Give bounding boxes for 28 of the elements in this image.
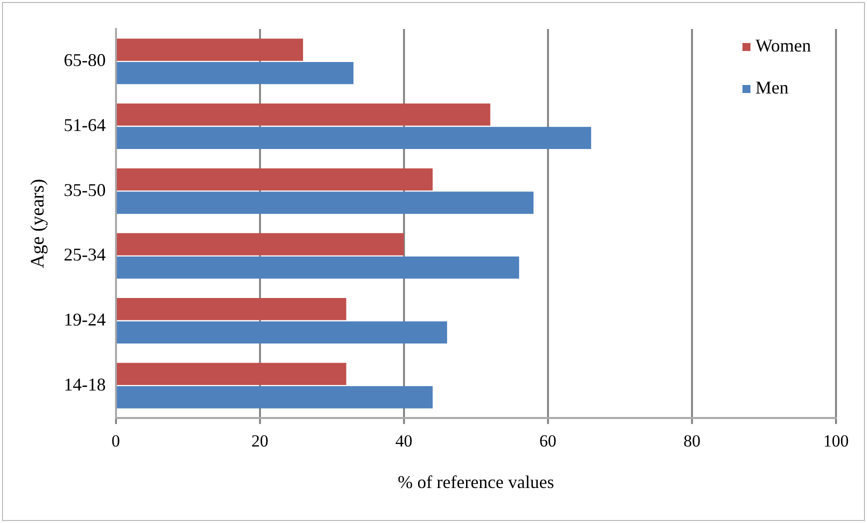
bar xyxy=(116,62,354,84)
x-tick-label: 100 xyxy=(823,432,849,451)
legend-label: Men xyxy=(755,78,788,98)
bar xyxy=(116,256,520,279)
bar xyxy=(116,192,534,214)
y-tick-label: 35-50 xyxy=(64,180,106,200)
bar xyxy=(116,103,490,126)
y-tick-label: 25-34 xyxy=(64,244,106,265)
x-tick-label: 20 xyxy=(251,432,268,451)
y-tick-label: 19-24 xyxy=(64,309,106,330)
bar xyxy=(116,321,448,344)
bar xyxy=(116,362,346,385)
x-tick-label: 0 xyxy=(112,432,120,451)
bar xyxy=(116,298,346,320)
bar xyxy=(116,126,592,150)
bar xyxy=(116,386,433,408)
bar xyxy=(116,38,304,61)
bar xyxy=(116,233,404,256)
y-tick-label: 51-64 xyxy=(64,114,106,135)
bar xyxy=(116,168,433,190)
legend-label: Women xyxy=(755,36,812,56)
y-tick-label: 65-80 xyxy=(64,50,106,70)
y-axis-title: Age (years) xyxy=(27,178,48,268)
y-tick-label: 14-18 xyxy=(64,374,106,394)
x-tick-label: 80 xyxy=(683,432,700,451)
x-tick-label: 40 xyxy=(395,432,412,451)
x-axis-title: % of reference values xyxy=(398,472,554,492)
x-tick-label: 60 xyxy=(539,432,556,451)
